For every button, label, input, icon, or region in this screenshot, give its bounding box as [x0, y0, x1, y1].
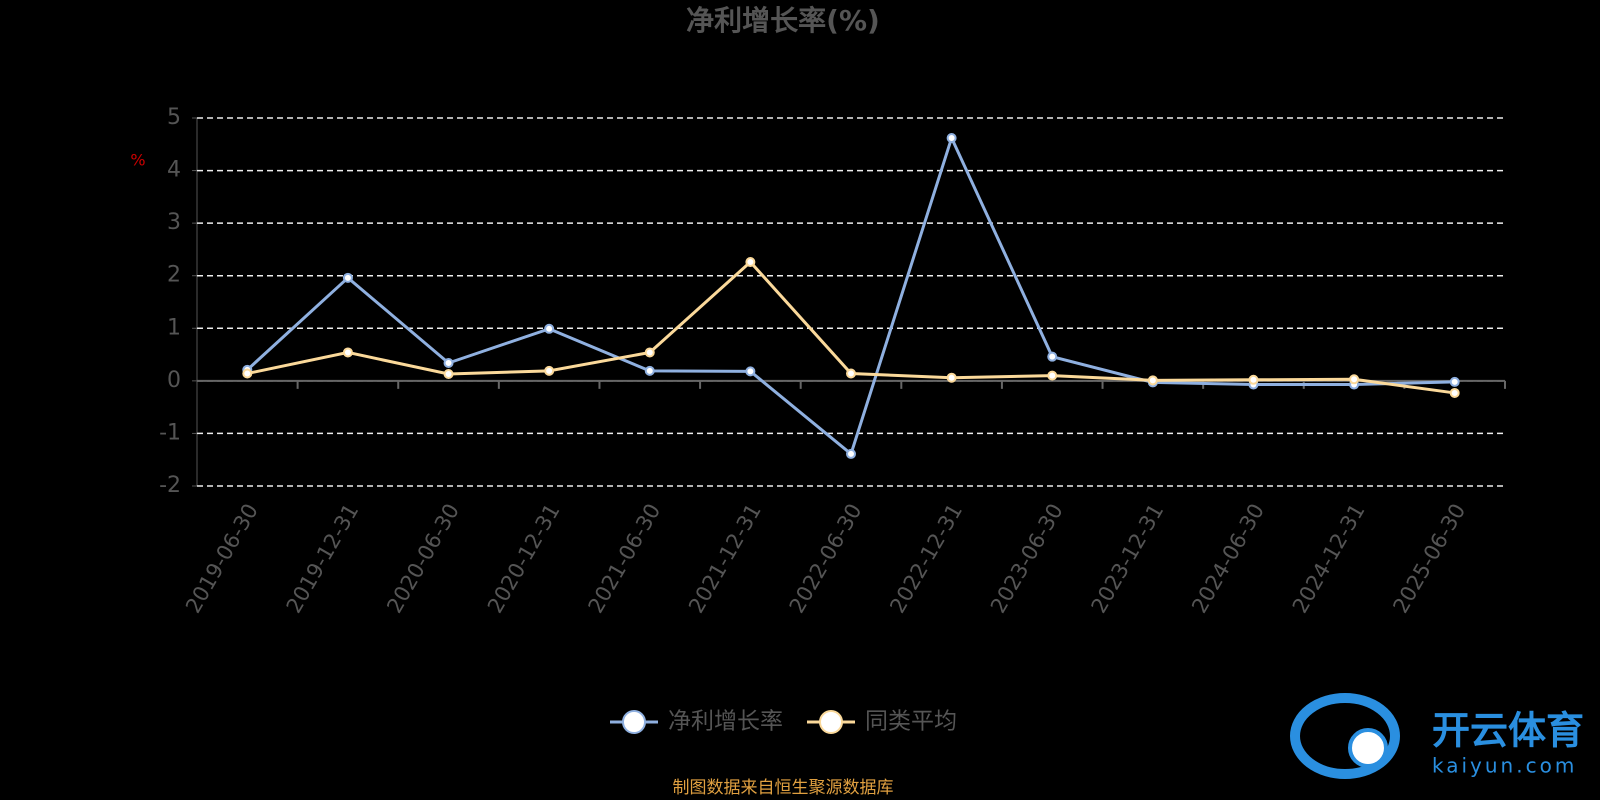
y-tick-label: 5	[167, 105, 181, 130]
data-point	[846, 368, 856, 379]
data-point	[443, 369, 454, 380]
data-point	[544, 323, 555, 334]
y-tick-label: -1	[159, 420, 181, 445]
data-point	[544, 365, 555, 376]
data-point	[1147, 375, 1158, 386]
watermark: 开云体育 kaiyun.com	[1290, 693, 1584, 779]
y-tick-label: 2	[167, 263, 181, 288]
source-note: 制图数据来自恒生聚源数据库	[673, 778, 894, 798]
data-point	[242, 368, 253, 379]
logo-ring	[1290, 693, 1400, 779]
data-point	[443, 357, 454, 368]
y-tick-label: 4	[167, 158, 181, 183]
chart-title: 净利增长率(%)	[686, 4, 880, 37]
data-point	[342, 347, 353, 358]
data-point	[1047, 351, 1058, 362]
y-tick-label: 0	[167, 368, 181, 393]
legend-label: 同类平均	[865, 709, 957, 735]
logo-ball	[1348, 728, 1388, 768]
legend-marker	[819, 710, 843, 734]
data-point	[745, 366, 756, 377]
data-point	[1449, 387, 1460, 398]
y-tick-label: 1	[167, 315, 181, 340]
legend-marker	[622, 710, 646, 734]
data-point	[342, 272, 353, 283]
data-point	[745, 257, 756, 268]
y-tick-label: 3	[167, 210, 181, 235]
series	[242, 257, 1460, 398]
data-point	[946, 372, 957, 383]
watermark-name: 开云体育	[1432, 709, 1584, 753]
watermark-site: kaiyun.com	[1432, 754, 1577, 778]
data-point	[1047, 370, 1058, 381]
data-point	[1248, 374, 1259, 385]
data-point	[644, 365, 655, 376]
y-tick-label: -2	[159, 473, 181, 498]
data-point	[644, 347, 655, 358]
data-point	[946, 132, 957, 143]
legend-label: 净利增长率	[668, 709, 783, 735]
data-point	[846, 448, 856, 459]
data-point	[1449, 376, 1460, 387]
y-axis-label: %	[130, 151, 145, 170]
data-point	[1349, 374, 1360, 385]
